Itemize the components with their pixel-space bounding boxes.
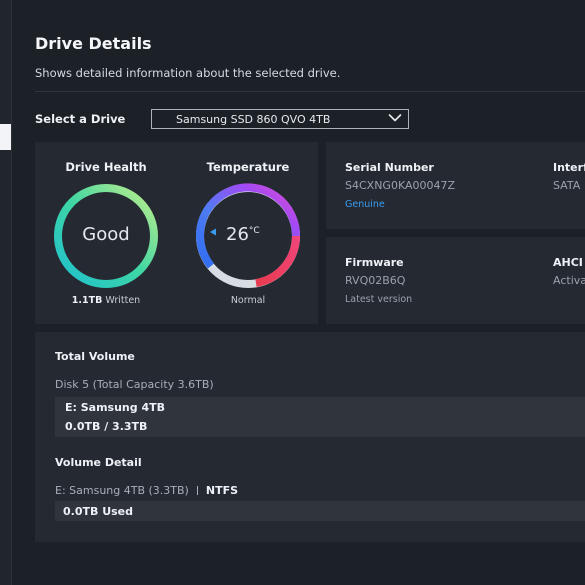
- detail-filesystem: NTFS: [205, 484, 239, 497]
- drive-health-gauge: [54, 184, 158, 288]
- drive-health-title: Drive Health: [65, 160, 147, 174]
- volume-used: 0.0TB Used: [63, 505, 134, 518]
- temperature-reading: 26°C: [226, 224, 260, 245]
- detail-volume: E: Samsung 4TB (3.3TB): [55, 484, 189, 497]
- separator: [196, 486, 198, 495]
- firmware-value: RVQ02B6Q: [345, 274, 406, 287]
- volume-detail-line: E: Samsung 4TB (3.3TB) NTFS: [55, 484, 238, 497]
- health-temperature-card: [35, 142, 318, 324]
- temperature-status: Normal: [230, 295, 266, 306]
- page-title: Drive Details: [35, 34, 152, 53]
- interface-label: Interfa: [553, 161, 585, 174]
- ahci-value: Activa: [553, 274, 585, 287]
- left-rail: [0, 0, 12, 585]
- ahci-label: AHCI M: [553, 256, 585, 269]
- total-volume-title: Total Volume: [55, 350, 135, 363]
- disk-capacity: (Total Capacity 3.6TB): [92, 378, 214, 391]
- temperature-title: Temperature: [206, 160, 290, 174]
- volume-usage: 0.0TB / 3.3TB: [65, 420, 148, 433]
- header-divider: [35, 91, 585, 92]
- serial-number-label: Serial Number: [345, 161, 434, 174]
- drive-select-label: Select a Drive: [35, 112, 126, 126]
- drive-health-status: Good: [82, 224, 130, 245]
- drive-select-dropdown[interactable]: Samsung SSD 860 QVO 4TB: [151, 109, 409, 129]
- genuine-link[interactable]: Genuine: [345, 199, 385, 210]
- temperature-gauge: [196, 183, 301, 288]
- disk-info: Disk 5 (Total Capacity 3.6TB): [55, 378, 214, 391]
- temperature-unit: °C: [248, 226, 260, 236]
- drive-select-value: Samsung SSD 860 QVO 4TB: [176, 113, 331, 126]
- written-value: 1.1TB: [71, 295, 103, 306]
- interface-value: SATA: [553, 179, 581, 192]
- volume-used-bar[interactable]: [55, 501, 585, 521]
- left-rail-active-tab[interactable]: [0, 124, 11, 150]
- drive-health-written: 1.1TB Written: [46, 295, 166, 306]
- written-label: Written: [105, 295, 141, 306]
- page-subtitle: Shows detailed information about the sel…: [35, 66, 341, 80]
- chevron-down-icon: [388, 114, 402, 122]
- firmware-ahci-card: [326, 237, 585, 324]
- disk-name: Disk 5: [55, 378, 90, 391]
- serial-number-value: S4CXNG0KA00047Z: [345, 179, 456, 192]
- volume-usage-bar[interactable]: [55, 397, 585, 437]
- firmware-status: Latest version: [345, 294, 413, 305]
- serial-interface-card: [326, 142, 585, 229]
- volume-detail-title: Volume Detail: [55, 456, 142, 469]
- volume-name: E: Samsung 4TB: [65, 401, 166, 414]
- temperature-value: 26: [226, 224, 249, 245]
- firmware-label: Firmware: [345, 256, 404, 269]
- triangle-left-icon: [210, 228, 216, 236]
